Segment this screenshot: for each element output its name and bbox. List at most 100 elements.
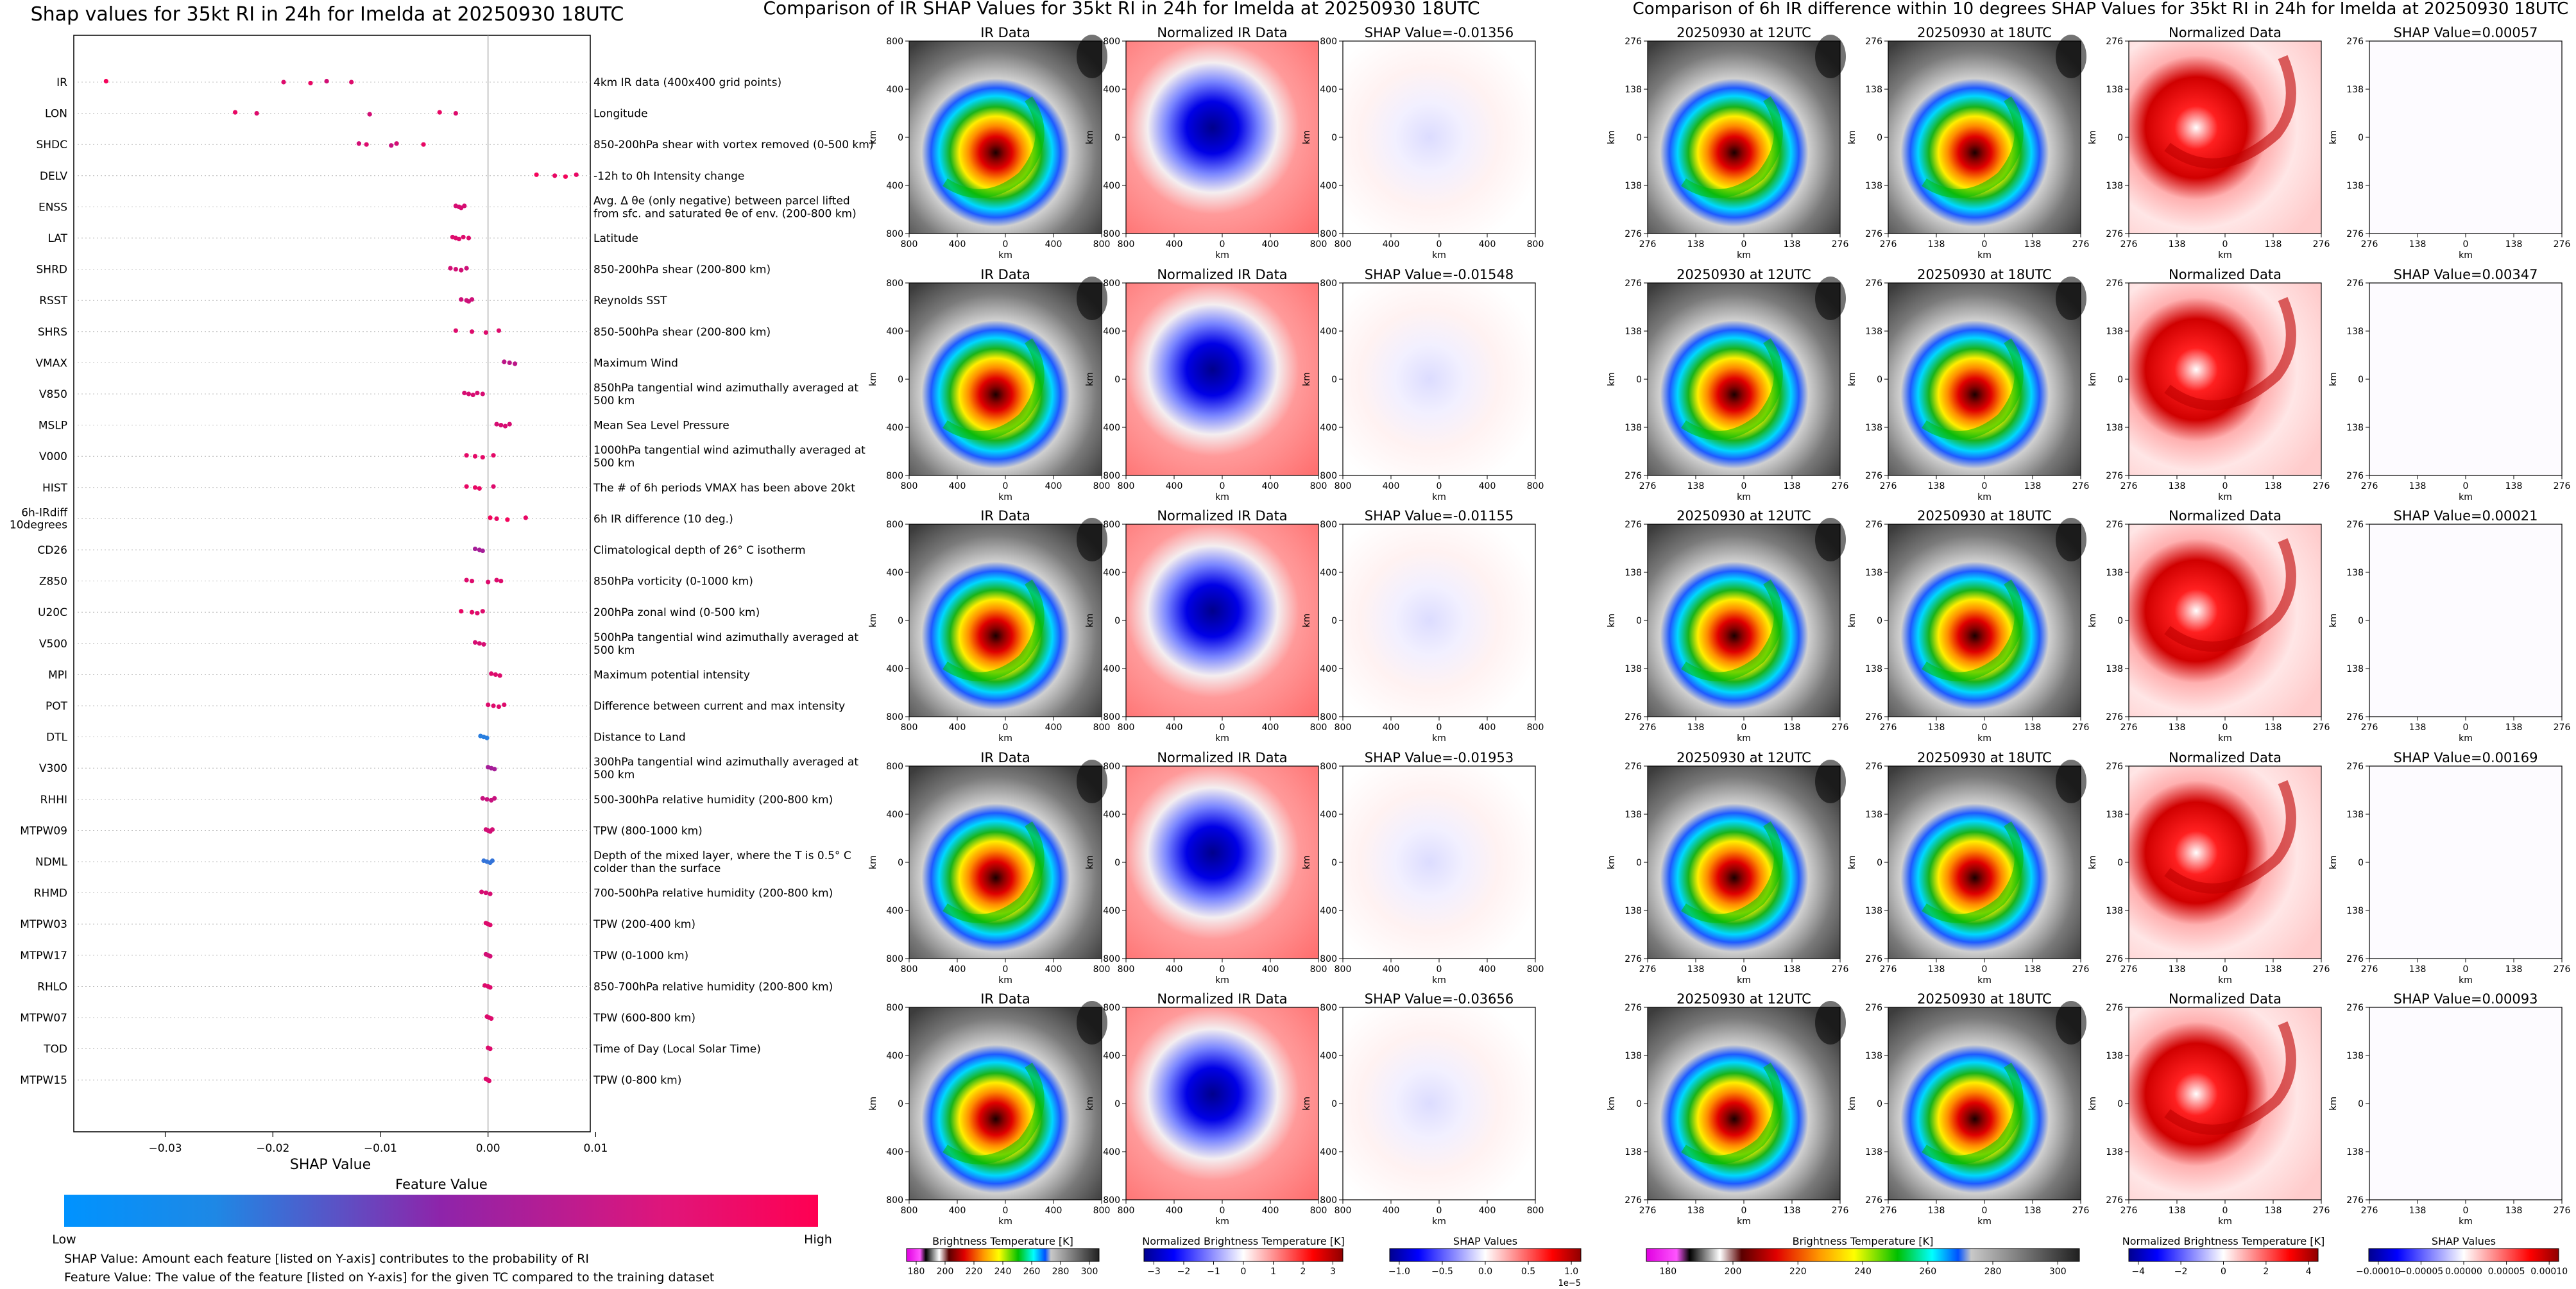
x-tick-label: 138 — [2024, 239, 2042, 250]
x-tick-label: 138 — [1784, 1206, 1801, 1216]
cloud-band — [943, 579, 1045, 681]
x-tick-label: 138 — [2409, 239, 2427, 250]
colorbar-label: Normalized Brightness Temperature [K] — [1142, 1235, 1345, 1247]
y-tick-label: 138 — [2106, 1051, 2123, 1061]
y-axis-label: km — [1085, 372, 1095, 386]
y-tick-label: 800 — [1320, 762, 1337, 772]
y-tick-label: 276 — [1625, 471, 1642, 481]
feature-description: TPW (800-1000 km) — [593, 824, 703, 837]
x-tick-label: 0 — [1741, 964, 1747, 975]
y-tick-label: 276 — [1625, 278, 1642, 289]
panel-title: IR Data — [980, 991, 1030, 1007]
panel-title: 20250930 at 18UTC — [1917, 508, 2052, 524]
y-axis-label: km — [2088, 613, 2098, 627]
image-panels: IR Data80080040040000400400800800kmkmNor… — [868, 25, 2570, 1227]
x-tick-label: 138 — [2169, 964, 2186, 975]
panel-title: SHAP Value=0.00169 — [2394, 750, 2538, 765]
y-tick-label: 400 — [886, 423, 903, 433]
x-tick-label: 276 — [2120, 722, 2138, 733]
y-tick-label: 800 — [1320, 712, 1337, 722]
x-tick-label: 800 — [1093, 1206, 1111, 1216]
panel-title: 20250930 at 12UTC — [1676, 750, 1811, 765]
y-tick-label: 276 — [2106, 1003, 2123, 1013]
y-axis-label: km — [1847, 1097, 1857, 1111]
y-axis-label: km — [1302, 855, 1312, 869]
x-axis-label: km — [1977, 1216, 1992, 1227]
x-tick-label: 0 — [1982, 964, 1988, 975]
diff-shap-image — [2369, 41, 2562, 234]
y-tick-label: 138 — [1865, 1147, 1882, 1157]
ir-prev-image — [1648, 524, 1840, 717]
y-tick-label: 276 — [2346, 37, 2364, 47]
x-axis-label: km — [1432, 1216, 1446, 1227]
y-axis-label: km — [2328, 613, 2339, 627]
x-tick-label: 276 — [2120, 1206, 2138, 1216]
panel-title: SHAP Value=-0.01356 — [1365, 25, 1514, 40]
feature-label: LON — [45, 108, 67, 121]
feature-colorbar-high: High — [804, 1233, 832, 1247]
x-tick-label: 138 — [1687, 722, 1705, 733]
x-tick-label: 0 — [1220, 722, 1225, 733]
x-tick-label: 0 — [1741, 722, 1747, 733]
x-axis-label: km — [1215, 975, 1229, 986]
shap-point — [488, 985, 493, 990]
x-tick-label: 276 — [2313, 1206, 2330, 1216]
x-tick-label: 276 — [2361, 481, 2378, 491]
y-tick-label: 0 — [1331, 1099, 1337, 1109]
feature-label: RHLO — [37, 980, 67, 993]
x-axis-label: km — [1215, 492, 1229, 502]
panel-title: Normalized IR Data — [1157, 991, 1287, 1007]
y-tick-label: 800 — [1103, 712, 1120, 722]
shap-point — [502, 359, 507, 364]
cloud-band — [1922, 338, 2024, 440]
y-tick-label: 276 — [1865, 1195, 1882, 1206]
corner-cloud — [1077, 35, 1107, 78]
x-tick-label: 400 — [1262, 964, 1279, 975]
y-tick-label: 400 — [1103, 327, 1120, 337]
x-tick-label: 0 — [2222, 964, 2228, 975]
y-tick-label: 138 — [2106, 568, 2123, 578]
y-tick-label: 276 — [1865, 37, 1882, 47]
x-tick-label: 276 — [2120, 239, 2138, 250]
x-tick-label: 800 — [1527, 722, 1544, 733]
x-tick-label: 276 — [1832, 964, 1849, 975]
y-tick-label: 400 — [1103, 810, 1120, 820]
corner-cloud — [1077, 518, 1107, 561]
colorbar-tick-label: −2 — [1177, 1267, 1191, 1277]
x-tick-label: 400 — [1166, 239, 1183, 250]
feature-label: U20C — [38, 606, 67, 619]
y-tick-label: 400 — [886, 181, 903, 191]
y-axis-label: km — [868, 613, 878, 627]
y-tick-label: 276 — [2106, 954, 2123, 964]
x-tick-label: 800 — [1118, 722, 1135, 733]
cloud-band — [1681, 338, 1783, 440]
colorbar-tick-label: −0.5 — [1431, 1267, 1453, 1277]
x-tick-label: 276 — [1639, 964, 1657, 975]
y-axis-label: km — [1607, 855, 1617, 869]
panel-title: 20250930 at 12UTC — [1676, 991, 1811, 1007]
x-tick-label: 276 — [2120, 964, 2138, 975]
y-tick-label: 400 — [886, 85, 903, 95]
feature-description: 500 km — [593, 644, 635, 657]
y-tick-label: 276 — [2106, 520, 2123, 530]
x-tick-label: 0 — [2222, 239, 2228, 250]
x-tick-label: 276 — [2361, 722, 2378, 733]
norm-image — [1126, 283, 1318, 475]
y-axis-label: km — [1607, 130, 1617, 144]
feature-label: CD26 — [37, 544, 67, 557]
panel-title: SHAP Value=0.00093 — [2394, 991, 2538, 1007]
y-tick-label: 0 — [898, 616, 903, 626]
corner-cloud — [2056, 760, 2086, 803]
y-tick-label: 276 — [2106, 471, 2123, 481]
x-tick-label: 138 — [2169, 1206, 2186, 1216]
feature-description: 850-500hPa shear (200-800 km) — [593, 326, 771, 339]
panel-title: Normalized Data — [2169, 25, 2282, 40]
x-tick-label: 800 — [1310, 1206, 1327, 1216]
x-tick-label: 800 — [1335, 1206, 1352, 1216]
y-axis-label: km — [2088, 130, 2098, 144]
shap-image — [1343, 766, 1535, 959]
feature-label: DELV — [40, 170, 67, 183]
x-tick-label: 138 — [2169, 239, 2186, 250]
y-tick-label: 276 — [1865, 954, 1882, 964]
x-tick-label: 0 — [1220, 239, 1225, 250]
